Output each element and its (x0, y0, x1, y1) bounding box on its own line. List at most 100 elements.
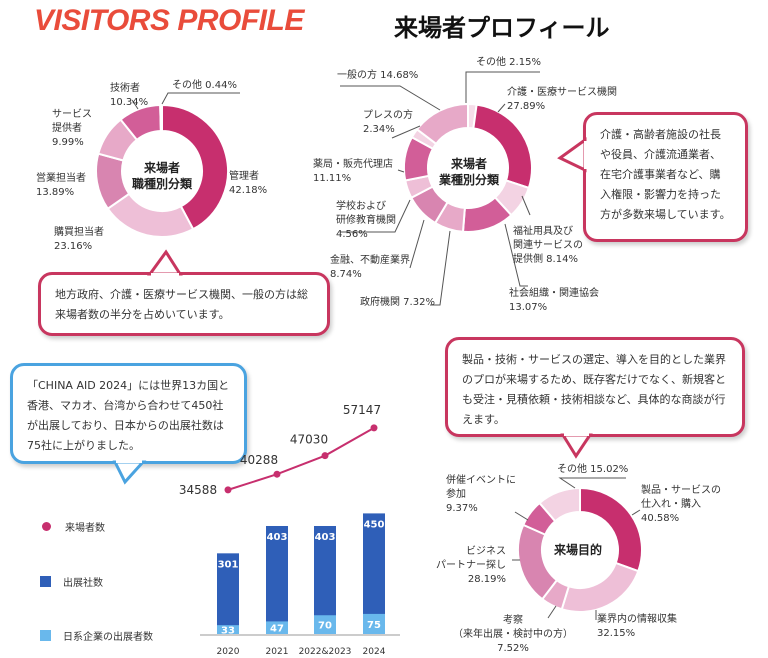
label-business-partner-line1: ビジネス (466, 546, 506, 557)
bar-exhibitors-value-0: 301 (218, 559, 239, 570)
legend-japanese-swatch (40, 630, 51, 641)
purpose-title-line1: 来場目的 (553, 543, 602, 557)
label-social-org-name: 社会組織・関連協会 (509, 288, 599, 299)
page-title: VISITORS PROFILE (34, 4, 304, 37)
legend-exhibitors-swatch (40, 576, 51, 587)
visitors-value-2: 47030 (290, 433, 328, 447)
bar-exhibitors-0 (217, 553, 239, 634)
leader-ind-pharmacy (397, 169, 405, 173)
x-tick-label-3: 2024 (363, 647, 386, 657)
x-tick-label-0: 2020 (217, 647, 240, 657)
job-type-title-line2: 職種別分類 (131, 177, 192, 191)
leader-job-other (161, 92, 240, 105)
label-service-provider-line2: 提供者 (52, 123, 82, 134)
label-manager: 管理者 42.18% (229, 170, 267, 198)
label-purpose-other: その他 15.02% (557, 463, 628, 477)
job-note-bubble: 地方政府、介護・医療サービス機関、一般の方は総来場者数の半分を占めいています。 (38, 272, 330, 336)
leader-ind-school (340, 199, 411, 233)
label-school-line1: 学校および (336, 201, 386, 212)
label-welfare-line2: 関連サービスの (513, 240, 583, 251)
job-type-title-line1: 来場者 (143, 161, 180, 175)
visitors-point-1 (273, 470, 281, 478)
leader-purpose-consider (547, 605, 557, 619)
x-tick-label-2: 2022&2023 (299, 647, 352, 657)
job-type-slice-0 (161, 103, 229, 231)
label-care-medical: 介護・医療サービス機関 27.89% (507, 86, 617, 114)
leader-ind-finance (409, 219, 425, 269)
industry-chart-title: 来場者 業種別分類 (424, 156, 514, 188)
label-manager-name: 管理者 (229, 171, 259, 182)
bar-japanese-2 (314, 615, 336, 634)
label-general-public: 一般の方 14.68% (337, 69, 418, 83)
exhibitor-note-text: 「CHINA AID 2024」には世界13カ国と香港、マカオ、台湾から合わせて… (27, 379, 230, 452)
label-purchase-line1: 製品・サービスの (641, 485, 721, 496)
label-press-value: 2.34% (363, 124, 395, 135)
label-service-provider: サービス 提供者 9.99% (52, 108, 92, 150)
bar-exhibitors-value-2: 403 (315, 532, 336, 543)
label-welfare-line1: 福祉用具及び (513, 226, 573, 237)
bar-japanese-0 (217, 625, 239, 634)
label-social-org-value: 13.07% (509, 302, 548, 313)
bar-exhibitors-value-1: 403 (267, 532, 288, 543)
label-info-gathering: 業界内の情報収集 32.15% (597, 613, 677, 641)
bar-exhibitors-2 (314, 525, 336, 634)
visitors-point-3 (370, 424, 378, 432)
legend-visitors-label: 来場者数 (65, 523, 105, 534)
label-school-line2: 研修教育機関 (336, 215, 396, 226)
label-purchase-line2: 仕入れ・購入 (641, 499, 701, 510)
label-welfare-equipment: 福祉用具及び 関連サービスの 提供側 8.14% (513, 225, 583, 267)
legend-visitors-swatch (42, 522, 51, 531)
label-concurrent-event: 併催イベントに 参加 9.37% (446, 474, 516, 516)
label-welfare-value: 提供側 8.14% (513, 254, 578, 265)
label-business-partner: ビジネス パートナー探し 28.19% (430, 545, 506, 587)
industry-note-text: 介護・高齢者施設の社長や役員、介護流通業者、在宅介護事業者など、購入権限・影響力… (600, 128, 731, 221)
visitors-value-3: 57147 (343, 403, 381, 417)
label-industry-other-text: その他 2.15% (476, 57, 541, 68)
label-finance-name: 金融、不動産業界 (330, 255, 410, 266)
label-pharmacy: 薬局・販売代理店 11.11% (313, 158, 393, 186)
legend-exhibitors-label: 出展社数 (63, 578, 103, 589)
label-school: 学校および 研修教育機関 4.56% (336, 200, 396, 242)
legend-exhibitors: 出展社数 (40, 574, 103, 589)
legend-japanese-label: 日系企業の出展者数 (63, 632, 153, 643)
label-job-other: その他 0.44% (172, 79, 237, 93)
label-sales-name: 営業担当者 (36, 173, 86, 184)
label-school-value: 4.56% (336, 229, 368, 240)
leader-purpose-buy (631, 509, 641, 516)
visitors-value-1: 40288 (240, 453, 278, 467)
leader-ind-care (497, 103, 506, 113)
label-sales-value: 13.89% (36, 187, 75, 198)
label-service-provider-value: 9.99% (52, 137, 84, 148)
label-job-other-text: その他 0.44% (172, 80, 237, 91)
industry-note-bubble: 介護・高齢者施設の社長や役員、介護流通業者、在宅介護事業者など、購入権限・影響力… (583, 112, 748, 242)
label-engineer-name: 技術者 (110, 83, 140, 94)
bar-japanese-value-2: 70 (318, 621, 332, 632)
bar-japanese-value-3: 75 (367, 620, 381, 631)
bar-exhibitors-1 (266, 525, 288, 634)
label-purpose-other-text: その他 15.02% (557, 464, 629, 475)
exhibitor-note-bubble: 「CHINA AID 2024」には世界13カ国と香港、マカオ、台湾から合わせて… (10, 363, 247, 464)
label-industry-other: その他 2.15% (476, 56, 541, 70)
label-finance-value: 8.74% (330, 269, 362, 280)
industry-title-line2: 業種別分類 (438, 173, 499, 187)
visitors-point-0 (224, 486, 232, 494)
industry-slice-9 (415, 102, 469, 146)
label-concurrent-event-line1: 併催イベントに (446, 475, 516, 486)
label-purchasing-value: 23.16% (54, 241, 93, 252)
bar-japanese-value-1: 47 (270, 624, 284, 635)
label-finance: 金融、不動産業界 8.74% (330, 254, 410, 282)
label-service-provider-line1: サービス (52, 109, 92, 120)
label-purchasing: 購買担当者 23.16% (54, 226, 104, 254)
label-press-name: プレスの方 (363, 110, 413, 121)
leader-engineer (131, 99, 139, 110)
label-sales: 営業担当者 13.89% (36, 172, 86, 200)
visitors-line (227, 426, 375, 491)
leader-purpose-event (514, 511, 529, 521)
bar-japanese-value-0: 33 (221, 626, 235, 637)
label-care-medical-value: 27.89% (507, 101, 546, 112)
purpose-chart-title: 来場目的 (547, 542, 609, 558)
label-general-public-text: 一般の方 14.68% (337, 70, 419, 81)
label-social-org: 社会組織・関連協会 13.07% (509, 287, 599, 315)
leader-ind-other (465, 71, 540, 103)
label-concurrent-event-value: 9.37% (446, 503, 478, 514)
